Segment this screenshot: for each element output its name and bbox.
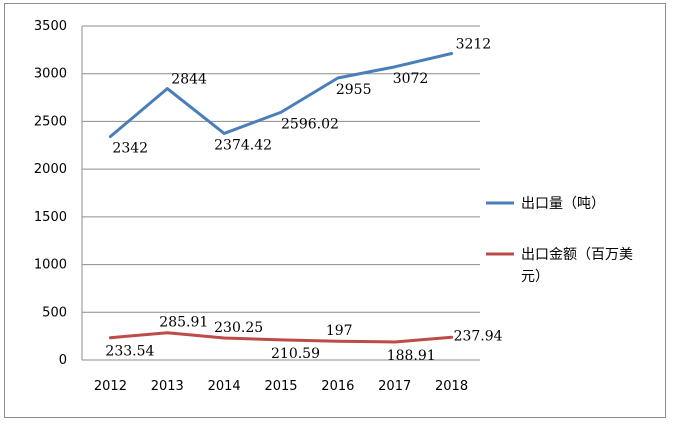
x-tick-label: 2012 xyxy=(94,379,127,394)
y-tick-label: 3500 xyxy=(34,19,67,34)
data-label: 3212 xyxy=(456,36,492,52)
data-label: 233.54 xyxy=(105,344,154,360)
x-tick-labels: 2012 2013 2014 2015 2016 2017 2018 xyxy=(94,379,468,394)
data-label: 2844 xyxy=(171,72,207,88)
y-tick-label: 1500 xyxy=(34,210,67,225)
data-label: 210.59 xyxy=(271,346,320,362)
y-tick-label: 500 xyxy=(42,305,67,320)
axes xyxy=(81,26,480,361)
legend-label: 出口量（吨） xyxy=(521,196,605,212)
series-lines xyxy=(108,51,454,344)
data-label: 237.94 xyxy=(454,328,503,344)
x-tick-label: 2013 xyxy=(151,379,184,394)
y-tick-label: 2500 xyxy=(34,114,67,129)
y-tick-labels: 0 500 1000 1500 2000 2500 3000 3500 xyxy=(34,19,67,368)
y-tick-label: 2000 xyxy=(34,162,67,177)
y-tick-label: 3000 xyxy=(34,67,67,82)
x-tick-label: 2016 xyxy=(321,379,354,394)
chart-frame xyxy=(4,3,666,418)
data-label: 2374.42 xyxy=(214,137,272,153)
x-tick-label: 2018 xyxy=(435,379,468,394)
data-label: 2596.02 xyxy=(281,116,339,132)
x-tick-label: 2015 xyxy=(264,379,297,394)
data-label: 230.25 xyxy=(214,320,263,336)
data-labels: 2342 2844 2374.42 2596.02 2955 3072 3212 233.54… xyxy=(105,36,502,363)
data-label: 2955 xyxy=(336,82,372,98)
data-label: 197 xyxy=(326,323,353,339)
legend-label: 元） xyxy=(521,269,549,285)
x-tick-label: 2017 xyxy=(378,379,411,394)
data-label: 3072 xyxy=(393,71,429,87)
x-tick-label: 2014 xyxy=(208,379,241,394)
data-label: 285.91 xyxy=(159,315,208,331)
series-line-1 xyxy=(108,331,454,344)
gridlines xyxy=(82,25,480,313)
data-label: 2342 xyxy=(112,141,148,157)
y-tick-label: 1000 xyxy=(34,258,67,273)
data-label: 188.91 xyxy=(387,348,436,364)
y-tick-label: 0 xyxy=(59,353,67,368)
legend-label: 出口金额（百万美 xyxy=(521,247,633,263)
